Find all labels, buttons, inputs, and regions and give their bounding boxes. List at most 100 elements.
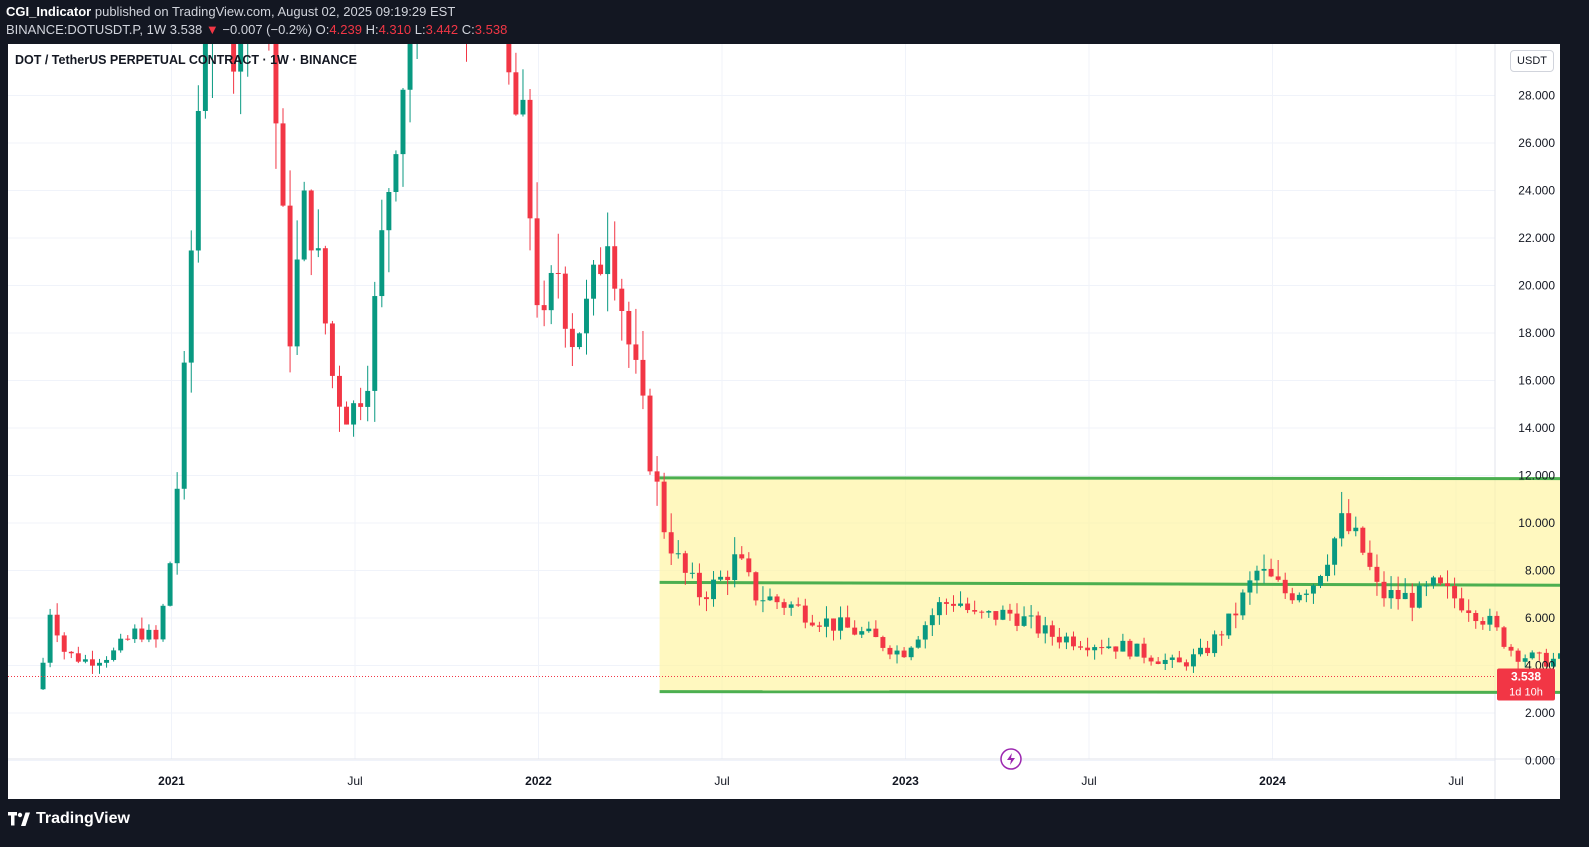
candle-body (760, 600, 766, 602)
candle-body (1254, 570, 1260, 581)
candle-body (1205, 647, 1211, 654)
candle-body (753, 572, 759, 601)
candle-body (1198, 647, 1203, 655)
header: CGI_Indicator published on TradingView.c… (0, 0, 1589, 44)
candle-body (619, 288, 625, 311)
candle-body (125, 638, 131, 640)
candle-body (859, 631, 865, 635)
candle-body (1092, 647, 1098, 651)
candle-body (1014, 613, 1020, 626)
candle-body (1233, 613, 1239, 616)
published-text: published on TradingView.com, August 02,… (91, 4, 456, 19)
candle-body (287, 205, 293, 347)
candle-body (372, 296, 378, 391)
candle-body (1226, 613, 1232, 636)
candle-body (351, 403, 357, 425)
candle-body (725, 576, 731, 581)
y-tick-label: 8.000 (1525, 564, 1555, 578)
x-tick-label: Jul (1448, 774, 1463, 788)
candle-body (598, 264, 604, 275)
x-tick-label: 2021 (158, 774, 185, 788)
candle-body (1339, 513, 1345, 539)
candle-body (866, 628, 872, 632)
candle-body (965, 603, 971, 611)
candle-body (626, 310, 632, 345)
candle-body (696, 572, 702, 598)
candle-body (788, 604, 794, 608)
candle-body (1423, 585, 1429, 587)
candle-body (1515, 650, 1521, 662)
candle-body (802, 605, 808, 623)
candle-body (167, 563, 173, 606)
candle-body (993, 611, 999, 620)
candle-body (1416, 585, 1422, 608)
candle-body (704, 597, 709, 600)
candle-body (555, 272, 561, 274)
candle-body (1049, 625, 1055, 637)
candle-body (908, 647, 914, 658)
candle-body (1247, 580, 1253, 593)
x-tick-label: Jul (347, 774, 362, 788)
h-label: H: (365, 22, 379, 37)
candle-body (104, 659, 110, 663)
candle-body (1240, 592, 1246, 616)
candle-body (845, 617, 851, 628)
author[interactable]: CGI_Indicator (6, 4, 92, 19)
candle-body (1212, 634, 1218, 654)
candle-body (1430, 577, 1436, 586)
candle-body (1445, 583, 1451, 587)
chart-svg[interactable]: 0.0002.0004.0006.0008.00010.00012.00014.… (8, 44, 1560, 799)
candle-body (809, 622, 815, 626)
candle-body (1318, 575, 1323, 586)
currency-button[interactable]: USDT (1510, 50, 1554, 72)
chart-area[interactable]: DOT / TetherUS PERPETUAL CONTRACT · 1W ·… (8, 44, 1560, 799)
candle-body (1169, 657, 1175, 660)
candle-body (1007, 609, 1013, 614)
candle-body (280, 123, 286, 206)
candle-body (1529, 652, 1535, 659)
candle-body (308, 190, 314, 251)
y-tick-label: 16.000 (1518, 374, 1555, 388)
y-tick-label: 28.000 (1518, 89, 1555, 103)
candle-body (661, 481, 667, 533)
candle-body (1000, 609, 1006, 620)
candle-body (654, 471, 660, 482)
candle-body (901, 650, 907, 658)
candle-body (393, 154, 399, 192)
candle-body (1296, 594, 1302, 601)
candle-body (1042, 625, 1048, 634)
candle-body (922, 625, 928, 640)
flash-icon[interactable] (1000, 748, 1022, 770)
tv-logo-icon (8, 812, 30, 826)
candle-body (1367, 552, 1373, 567)
candle-body (711, 579, 717, 600)
candle-body (520, 99, 526, 115)
candle-body (329, 323, 335, 376)
candle-body (541, 305, 547, 311)
change: −0.007 (−0.2%) (222, 22, 313, 37)
y-tick-label: 2.000 (1525, 706, 1555, 720)
tradingview-logo[interactable]: TradingView (8, 810, 130, 828)
candle-body (1494, 615, 1500, 628)
candle-body (1282, 579, 1288, 594)
candle-body (1487, 615, 1493, 625)
candle-body (1085, 647, 1091, 651)
candle-body (1035, 615, 1041, 634)
h-value: 4.310 (378, 22, 412, 37)
candle-body (1522, 658, 1528, 662)
candle-body (986, 611, 992, 613)
candle-body (1550, 658, 1556, 667)
candle-body (915, 639, 921, 648)
candle-body (951, 603, 956, 606)
candle-body (202, 44, 208, 111)
candle-body (1438, 577, 1443, 584)
candle-body (527, 99, 533, 219)
candle-body (1134, 643, 1140, 657)
candle-body (562, 273, 568, 329)
candle-body (1106, 646, 1112, 649)
candle-body (972, 610, 978, 612)
candle-body (1078, 646, 1084, 648)
candle-body (795, 604, 801, 606)
candle-body (139, 628, 145, 640)
candle-body (146, 629, 152, 640)
